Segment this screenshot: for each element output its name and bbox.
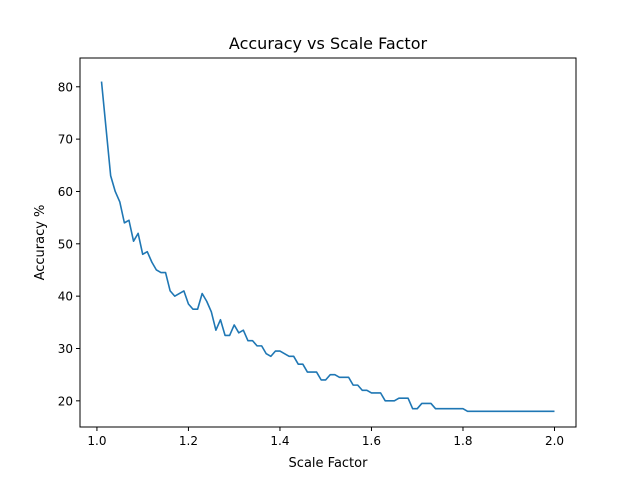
y-tick-label: 50 bbox=[58, 237, 73, 251]
x-tick-label: 2.0 bbox=[545, 434, 564, 448]
y-axis-label: Accuracy % bbox=[33, 205, 48, 281]
x-tick-label: 1.6 bbox=[362, 434, 381, 448]
x-tick-label: 1.8 bbox=[453, 434, 472, 448]
axes-frame bbox=[79, 57, 577, 428]
y-tick-label: 40 bbox=[58, 290, 73, 304]
y-tick-label: 70 bbox=[58, 133, 73, 147]
axis-ticks: 1.0 1.2 1.4 1.6 1.8 2.0 20 30 40 50 60 70 80 bbox=[58, 80, 564, 448]
series-line-1 bbox=[100, 81, 555, 413]
y-tick-label: 30 bbox=[58, 342, 73, 356]
chart-title: Accuracy vs Scale Factor bbox=[229, 34, 428, 53]
x-tick-label: 1.2 bbox=[179, 434, 198, 448]
y-tick-label: 80 bbox=[58, 80, 73, 94]
plot-area bbox=[100, 81, 555, 413]
x-tick-label: 1.0 bbox=[87, 434, 106, 448]
x-axis-label: Scale Factor bbox=[289, 456, 369, 471]
y-tick-label: 60 bbox=[58, 185, 73, 199]
y-tick-label: 20 bbox=[58, 394, 73, 408]
x-tick-label: 1.4 bbox=[270, 434, 289, 448]
